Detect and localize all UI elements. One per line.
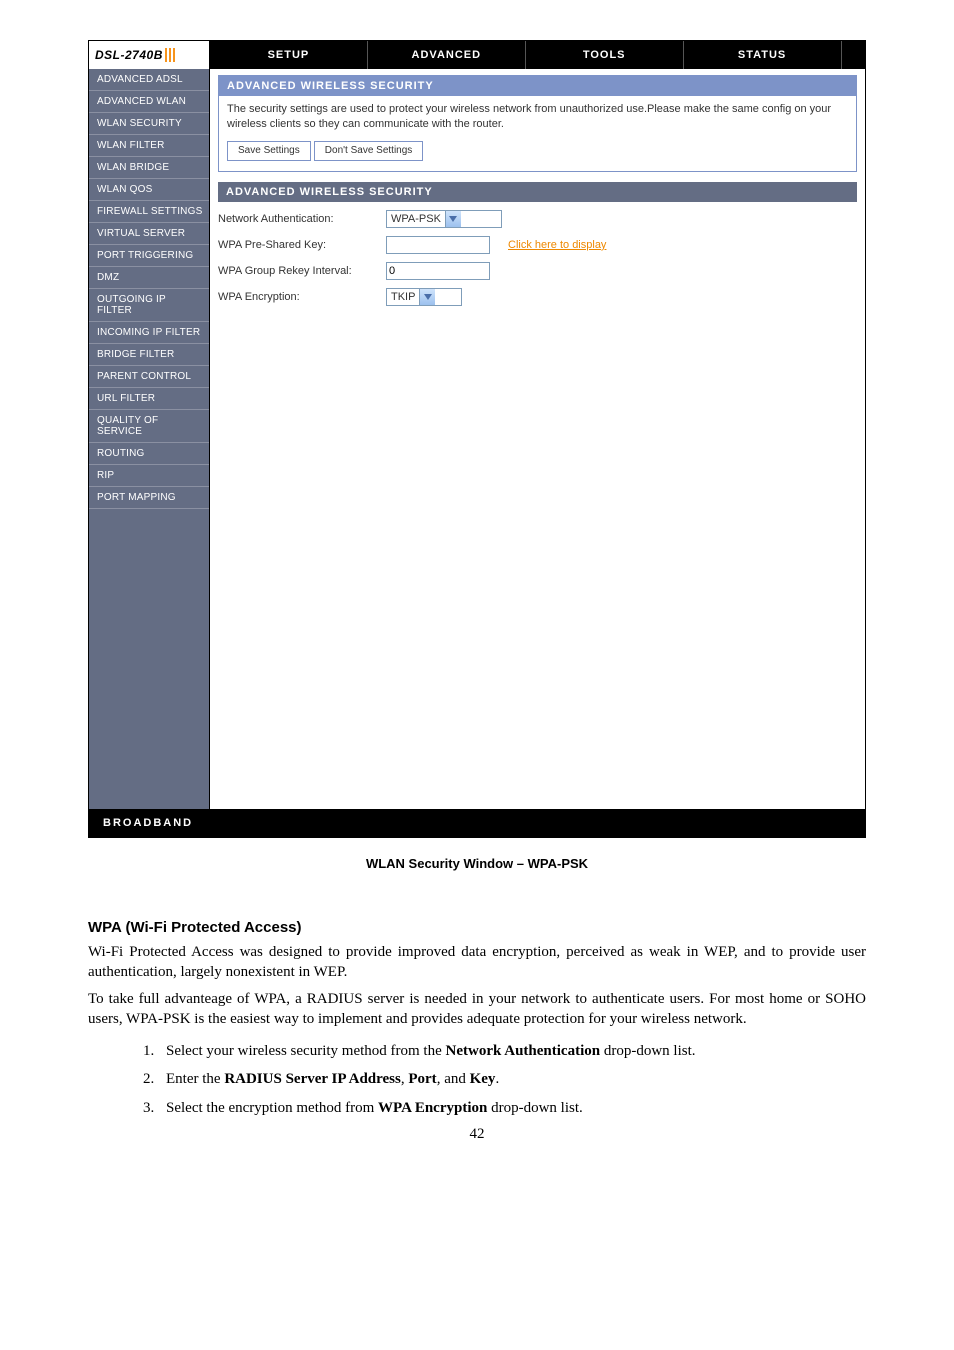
panel-intro-title: ADVANCED WIRELESS SECURITY [219,76,856,96]
page-number: 42 [88,1126,866,1143]
label-network-auth: Network Authentication: [218,213,386,225]
label-encryption: WPA Encryption: [218,291,386,303]
sidebar-item-wlan-security[interactable]: WLAN SECURITY [89,113,209,135]
top-row: DSL-2740B SETUP ADVANCED TOOLS STATUS [89,41,865,69]
footer-bar: BROADBAND [89,809,865,837]
panel-intro-desc: The security settings are used to protec… [227,102,848,133]
panel-intro-body: The security settings are used to protec… [219,96,856,171]
doc-paragraph-1: Wi-Fi Protected Access was designed to p… [88,942,866,983]
doc-heading: WPA (Wi-Fi Protected Access) [88,919,866,936]
row-network-auth: Network Authentication: WPA-PSK [218,210,857,228]
input-rekey[interactable] [386,262,490,280]
input-psk[interactable] [386,236,490,254]
sidebar-item-wlan-filter[interactable]: WLAN FILTER [89,135,209,157]
doc-paragraph-2: To take full advanteage of WPA, a RADIUS… [88,989,866,1030]
tab-status[interactable]: STATUS [684,41,842,69]
sidebar-item-port-triggering[interactable]: PORT TRIGGERING [89,245,209,267]
screenshot-caption: WLAN Security Window – WPA-PSK [88,856,866,871]
sidebar-item-wlan-qos[interactable]: WLAN QOS [89,179,209,201]
router-ui: DSL-2740B SETUP ADVANCED TOOLS STATUS AD… [88,40,866,838]
sidebar-item-outgoing-ip-filter[interactable]: OUTGOING IP FILTER [89,289,209,322]
select-network-auth[interactable]: WPA-PSK [386,210,502,228]
sidebar-item-firewall-settings[interactable]: FIREWALL SETTINGS [89,201,209,223]
sidebar: ADVANCED ADSL ADVANCED WLAN WLAN SECURIT… [89,69,210,809]
doc-steps-list: Select your wireless security method fro… [88,1041,866,1118]
doc-step-3: Select the encryption method from WPA En… [158,1098,866,1118]
logo-bars-icon [165,48,175,62]
tab-spacer [842,41,866,69]
sidebar-item-incoming-ip-filter[interactable]: INCOMING IP FILTER [89,322,209,344]
select-encryption-value: TKIP [387,289,419,305]
tab-setup[interactable]: SETUP [210,41,368,69]
label-psk: WPA Pre-Shared Key: [218,239,386,251]
sidebar-item-quality-of-service[interactable]: QUALITY OF SERVICE [89,410,209,443]
save-settings-button[interactable]: Save Settings [227,141,311,161]
sidebar-item-advanced-adsl[interactable]: ADVANCED ADSL [89,69,209,91]
sidebar-item-virtual-server[interactable]: VIRTUAL SERVER [89,223,209,245]
sidebar-item-advanced-wlan[interactable]: ADVANCED WLAN [89,91,209,113]
sidebar-item-dmz[interactable]: DMZ [89,267,209,289]
tab-tools[interactable]: TOOLS [526,41,684,69]
doc-step-1: Select your wireless security method fro… [158,1041,866,1061]
chevron-down-icon [445,211,461,227]
panel-form-title: ADVANCED WIRELESS SECURITY [218,182,857,202]
select-encryption[interactable]: TKIP [386,288,462,306]
select-network-auth-value: WPA-PSK [387,211,445,227]
tab-bar: SETUP ADVANCED TOOLS STATUS [210,41,865,69]
panel-intro: ADVANCED WIRELESS SECURITY The security … [218,75,857,172]
sidebar-item-bridge-filter[interactable]: BRIDGE FILTER [89,344,209,366]
row-psk: WPA Pre-Shared Key: Click here to displa… [218,236,857,254]
tab-advanced[interactable]: ADVANCED [368,41,526,69]
sidebar-item-routing[interactable]: ROUTING [89,443,209,465]
sidebar-item-rip[interactable]: RIP [89,465,209,487]
row-rekey: WPA Group Rekey Interval: [218,262,857,280]
row-encryption: WPA Encryption: TKIP [218,288,857,306]
sidebar-item-parent-control[interactable]: PARENT CONTROL [89,366,209,388]
model-label: DSL-2740B [95,48,163,62]
sidebar-item-port-mapping[interactable]: PORT MAPPING [89,487,209,509]
label-rekey: WPA Group Rekey Interval: [218,265,386,277]
sidebar-item-url-filter[interactable]: URL FILTER [89,388,209,410]
sidebar-item-wlan-bridge[interactable]: WLAN BRIDGE [89,157,209,179]
panel-form: ADVANCED WIRELESS SECURITY Network Authe… [218,182,857,306]
content-area: ADVANCED WIRELESS SECURITY The security … [210,69,865,809]
link-display-psk[interactable]: Click here to display [508,239,606,251]
doc-step-2: Enter the RADIUS Server IP Address, Port… [158,1069,866,1089]
chevron-down-icon [419,289,435,305]
body-row: ADVANCED ADSL ADVANCED WLAN WLAN SECURIT… [89,69,865,809]
dont-save-settings-button[interactable]: Don't Save Settings [314,141,424,161]
logo-cell: DSL-2740B [89,41,210,69]
